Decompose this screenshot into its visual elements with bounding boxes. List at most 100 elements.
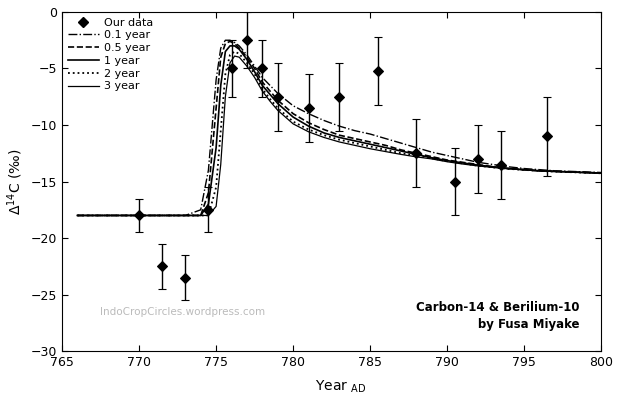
3 year	[74, 213, 81, 218]
0.5 year	[582, 170, 590, 175]
0.1 year	[321, 118, 328, 123]
0.5 year	[551, 169, 559, 174]
2 year	[443, 159, 451, 164]
0.1 year	[213, 77, 220, 82]
2 year	[413, 153, 420, 158]
0.5 year	[166, 213, 174, 218]
3 year	[443, 159, 451, 164]
3 year	[236, 55, 243, 59]
0.1 year	[135, 213, 143, 218]
0.5 year	[182, 213, 189, 218]
0.5 year	[151, 213, 158, 218]
0.5 year	[335, 133, 343, 138]
2 year	[226, 53, 234, 57]
0.5 year	[74, 213, 81, 218]
1 year	[490, 164, 497, 169]
1 year	[567, 170, 574, 174]
2 year	[74, 213, 81, 218]
1 year	[598, 171, 605, 176]
1 year	[582, 170, 590, 175]
1 year	[226, 43, 234, 48]
2 year	[598, 171, 605, 176]
3 year	[231, 54, 238, 59]
0.1 year	[151, 213, 158, 218]
Text: IndoCropCircles.wordpress.com: IndoCropCircles.wordpress.com	[100, 307, 265, 317]
1 year	[505, 166, 513, 171]
3 year	[413, 154, 420, 159]
0.5 year	[413, 151, 420, 156]
3 year	[505, 166, 513, 171]
1 year	[182, 213, 189, 218]
2 year	[459, 161, 466, 166]
2 year	[382, 148, 389, 152]
3 year	[335, 140, 343, 144]
1 year	[521, 167, 528, 172]
1 year	[259, 83, 266, 88]
1 year	[382, 145, 389, 150]
0.1 year	[505, 164, 513, 169]
1 year	[305, 124, 312, 128]
1 year	[236, 47, 243, 52]
Text: Year $\mathregular{_{AD}}$: Year $\mathregular{_{AD}}$	[315, 379, 367, 395]
3 year	[213, 204, 220, 209]
0.5 year	[351, 136, 358, 141]
3 year	[490, 165, 497, 170]
1 year	[151, 213, 158, 218]
3 year	[428, 156, 436, 161]
1 year	[474, 163, 482, 168]
0.1 year	[413, 145, 420, 150]
0.5 year	[443, 158, 451, 162]
3 year	[197, 213, 205, 218]
0.1 year	[551, 168, 559, 173]
1 year	[274, 101, 281, 106]
2 year	[290, 119, 297, 124]
Line: 3 year: 3 year	[78, 56, 601, 215]
0.1 year	[582, 170, 590, 174]
3 year	[321, 135, 328, 140]
1 year	[135, 213, 143, 218]
1 year	[243, 57, 250, 62]
2 year	[251, 72, 259, 77]
0.5 year	[236, 46, 243, 51]
0.1 year	[521, 166, 528, 171]
2 year	[536, 168, 544, 173]
1 year	[231, 43, 238, 48]
0.1 year	[490, 162, 497, 167]
Line: 0.1 year: 0.1 year	[78, 40, 601, 215]
0.1 year	[217, 46, 224, 51]
0.1 year	[428, 150, 436, 154]
2 year	[135, 213, 143, 218]
3 year	[397, 152, 405, 157]
2 year	[474, 163, 482, 168]
0.1 year	[274, 91, 281, 96]
0.5 year	[490, 164, 497, 169]
2 year	[213, 185, 220, 190]
2 year	[582, 170, 590, 175]
0.1 year	[231, 40, 238, 45]
2 year	[567, 170, 574, 174]
0.1 year	[182, 213, 189, 218]
2 year	[259, 87, 266, 91]
2 year	[197, 213, 205, 218]
1 year	[335, 135, 343, 140]
3 year	[551, 169, 559, 174]
1 year	[443, 158, 451, 163]
0.5 year	[305, 120, 312, 125]
0.5 year	[267, 89, 274, 93]
1 year	[205, 202, 212, 207]
0.1 year	[74, 213, 81, 218]
0.5 year	[217, 55, 224, 59]
0.5 year	[213, 106, 220, 111]
0.5 year	[226, 39, 234, 44]
2 year	[182, 213, 189, 218]
3 year	[459, 162, 466, 166]
0.1 year	[536, 167, 544, 172]
3 year	[259, 89, 266, 93]
3 year	[135, 213, 143, 218]
3 year	[274, 108, 281, 113]
2 year	[105, 213, 112, 218]
3 year	[290, 121, 297, 126]
3 year	[182, 213, 189, 218]
0.1 year	[290, 103, 297, 108]
0.5 year	[536, 168, 544, 173]
